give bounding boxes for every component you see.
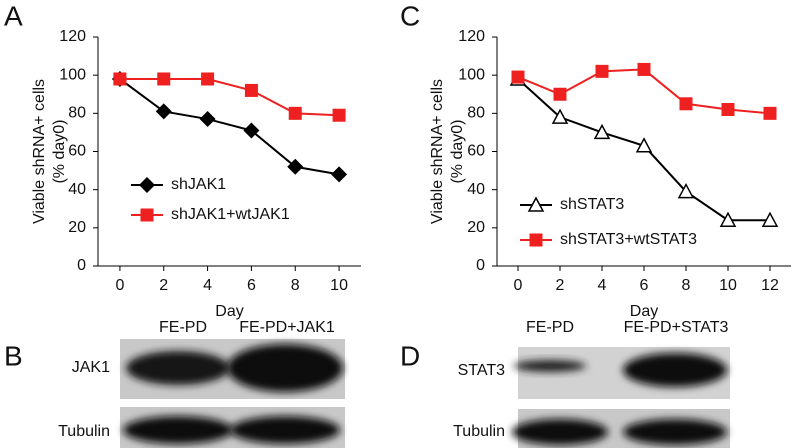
legend-marker [139, 177, 155, 193]
x-tick-label: 4 [598, 277, 607, 294]
x-tick-label: 6 [640, 277, 649, 294]
x-tick-label: 0 [115, 277, 124, 294]
x-axis-label: Day [215, 303, 243, 320]
panel-label: D [400, 340, 420, 371]
lane-label: FE-PD+STAT3 [624, 319, 729, 336]
marker [288, 106, 302, 120]
marker [199, 111, 216, 128]
y-tick-label: 60 [68, 143, 86, 160]
y-tick-label: 80 [467, 105, 485, 122]
blot-image [120, 339, 345, 448]
row-label: Tubulin [453, 423, 505, 440]
marker [635, 137, 653, 153]
marker [332, 108, 346, 122]
marker [243, 122, 260, 139]
y-tick-label: 60 [467, 143, 485, 160]
y-tick-label: 20 [467, 219, 485, 236]
x-tick-label: 12 [761, 277, 779, 294]
x-tick-label: 0 [514, 277, 523, 294]
marker [677, 182, 695, 199]
marker [593, 123, 611, 140]
marker [551, 108, 569, 124]
x-tick-label: 10 [719, 277, 737, 294]
chart: 0 20 40 60 80 100 120 0 2 4 6 8 10 Day Viable shRNA+ c… [31, 28, 361, 320]
legend-marker [529, 233, 543, 247]
y-axis-label: (% day0) [51, 119, 68, 183]
lane-label: FE-PD [526, 319, 574, 336]
marker [721, 103, 735, 117]
legend-label: shSTAT3 [560, 196, 624, 213]
y-axis-label: (% day0) [449, 119, 466, 183]
marker [511, 70, 525, 84]
marker [331, 166, 348, 183]
x-axis-label: Day [630, 303, 658, 320]
y-tick-label: 100 [458, 66, 485, 83]
marker [719, 211, 737, 227]
x-tick-label: 2 [556, 277, 565, 294]
y-tick-label: 0 [476, 257, 485, 274]
x-tick-label: 8 [291, 277, 300, 294]
y-tick-label: 120 [458, 28, 485, 45]
marker [763, 106, 777, 120]
row-label: JAK1 [72, 359, 110, 376]
y-tick-label: 40 [467, 181, 485, 198]
x-tick-label: 4 [203, 277, 212, 294]
legend-label: shJAK1+wtJAK1 [171, 206, 290, 223]
y-tick-label: 100 [59, 66, 86, 83]
marker [761, 211, 779, 227]
legend-label: shJAK1 [171, 176, 226, 193]
marker [201, 72, 215, 86]
legend-marker [527, 196, 545, 212]
marker [155, 103, 172, 120]
x-tick-label: 8 [682, 277, 691, 294]
marker [637, 62, 651, 76]
y-axis-label: Viable shRNA+ cells [429, 79, 446, 224]
marker [595, 64, 609, 78]
marker [157, 72, 171, 86]
y-tick-label: 80 [68, 105, 86, 122]
y-tick-label: 120 [59, 28, 86, 45]
y-tick-label: 20 [68, 219, 86, 236]
legend-marker [140, 208, 154, 222]
lane-label: FE-PD [159, 319, 207, 336]
panel-label: C [400, 0, 420, 31]
y-axis-label: Viable shRNA+ cells [31, 79, 48, 224]
row-label: STAT3 [458, 362, 506, 379]
marker [287, 158, 304, 175]
lane-label: FE-PD+JAK1 [239, 319, 335, 336]
y-tick-label: 0 [77, 257, 86, 274]
marker [553, 87, 567, 101]
y-tick-label: 40 [68, 181, 86, 198]
panel-label: B [4, 340, 23, 371]
x-tick-label: 10 [330, 277, 348, 294]
panel-label: A [4, 0, 23, 31]
series-line [119, 77, 340, 117]
marker [679, 97, 693, 111]
x-tick-label: 2 [159, 277, 168, 294]
chart: 0 20 40 60 80 100 120 0 2 4 6 8 10 12 Day Viable shRNA+… [429, 28, 791, 320]
x-tick-label: 6 [247, 277, 256, 294]
blot-image [512, 347, 730, 448]
marker [244, 83, 258, 97]
row-label: Tubulin [58, 423, 110, 440]
series-line [119, 78, 340, 176]
marker [113, 72, 127, 86]
legend-label: shSTAT3+wtSTAT3 [560, 231, 697, 248]
